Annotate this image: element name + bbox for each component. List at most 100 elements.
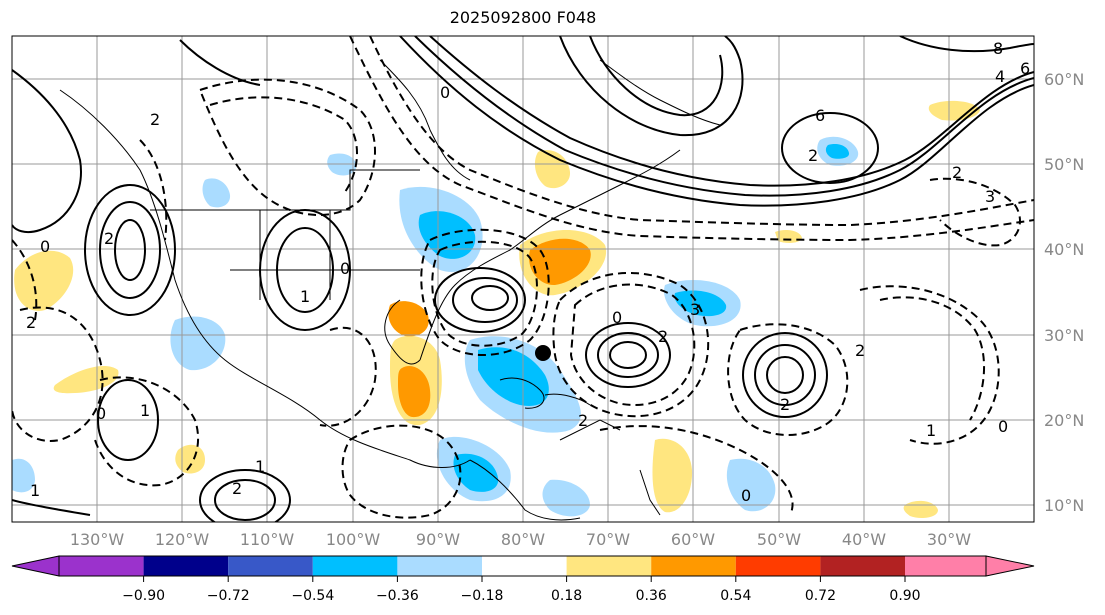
map-frame — [11, 35, 1035, 523]
contour-label: 0 — [612, 308, 622, 327]
positive-shading — [175, 444, 205, 474]
map-content: 8 6 4 6 2 0 2 3 2 0 2 1 0 2 3 0 1 2 2 0 … — [12, 36, 1034, 522]
lon-label: 50°W — [757, 530, 801, 549]
positive-shading — [529, 238, 591, 286]
colorbar-segment — [820, 556, 905, 576]
contour-label: 3 — [690, 300, 700, 319]
lat-label: 50°N — [1044, 155, 1084, 174]
storm-center-marker — [535, 345, 551, 361]
lon-label: 110°W — [240, 530, 295, 549]
positive-shading — [398, 366, 431, 418]
lat-label: 60°N — [1044, 70, 1084, 89]
colorbar-segment — [228, 556, 313, 576]
lon-label: 80°W — [501, 530, 545, 549]
dashed-contours — [12, 36, 1034, 519]
longitude-axis: 130°W 120°W 110°W 100°W 90°W 80°W 70°W 6… — [70, 530, 971, 549]
lat-label: 40°N — [1044, 240, 1084, 259]
lon-label: 40°W — [842, 530, 886, 549]
contour-labels: 8 6 4 6 2 0 2 3 2 0 2 1 0 2 3 0 1 2 2 0 … — [26, 39, 1030, 505]
colorbar-under-arrow — [11, 555, 60, 577]
contour-label: 0 — [96, 404, 106, 423]
negative-shading — [674, 290, 727, 317]
contour-label: 2 — [952, 163, 962, 182]
contour-label: 2 — [104, 229, 114, 248]
colorbar-tick-label: 0.72 — [805, 588, 836, 604]
contour-label: 2 — [232, 479, 242, 498]
contour-label: 2 — [578, 411, 588, 430]
contour-label: 1 — [926, 421, 936, 440]
colorbar-segment — [143, 556, 229, 576]
colorbar-segment — [397, 556, 482, 576]
negative-shading — [542, 479, 590, 517]
colorbar-segment — [735, 556, 821, 576]
contour-label: 2 — [150, 110, 160, 129]
colorbar-tick-label: 0.90 — [889, 588, 920, 604]
lon-label: 30°W — [927, 530, 971, 549]
contour-label: 0 — [741, 486, 751, 505]
colorbar-segment — [312, 556, 398, 576]
contour-label: 2 — [808, 146, 818, 165]
contour-label: 0 — [340, 259, 350, 278]
colorbar-segment — [482, 556, 567, 576]
contour-label: 2 — [26, 313, 36, 332]
colorbar-tick-label: 0.18 — [551, 588, 582, 604]
lon-label: 130°W — [70, 530, 125, 549]
colorbar: −0.90 −0.72 −0.54 −0.36 −0.18 0.18 0.36 … — [11, 555, 1035, 604]
colorbar-tick-label: 0.36 — [636, 588, 667, 604]
graticule — [12, 36, 1034, 522]
lon-label: 70°W — [586, 530, 630, 549]
solid-contours — [12, 36, 1034, 522]
contour-label: 0 — [440, 83, 450, 102]
latitude-axis: 60°N 50°N 40°N 30°N 20°N 10°N — [1044, 70, 1084, 515]
colorbar-tick-label: −0.36 — [376, 588, 419, 604]
contour-label: 1 — [140, 401, 150, 420]
colorbar-segment — [59, 556, 144, 576]
colorbar-tick-label: −0.72 — [207, 588, 250, 604]
shaded-fields — [12, 100, 980, 518]
contour-label: 1 — [255, 457, 265, 476]
contour-label: 6 — [1020, 59, 1030, 78]
contour-label: 1 — [30, 481, 40, 500]
colorbar-over-arrow — [985, 555, 1035, 577]
lon-label: 60°W — [671, 530, 715, 549]
contour-label: 4 — [995, 67, 1005, 86]
colorbar-ticks — [143, 576, 906, 582]
contour-label: 0 — [998, 417, 1008, 436]
plot-title: 2025092800 F048 — [449, 8, 597, 27]
colorbar-segment — [651, 556, 736, 576]
colorbar-frame — [58, 555, 987, 577]
colorbar-tick-label: 0.54 — [720, 588, 751, 604]
contour-label: 2 — [855, 341, 865, 360]
positive-shading — [652, 438, 693, 513]
colorbar-tick-label: −0.90 — [122, 588, 165, 604]
negative-shading — [170, 316, 226, 371]
contour-label: 3 — [985, 187, 995, 206]
positive-shading — [388, 301, 429, 337]
contour-label: 2 — [780, 395, 790, 414]
negative-shading — [202, 178, 231, 208]
negative-shading — [478, 347, 549, 406]
lat-label: 10°N — [1044, 496, 1084, 515]
contour-label: 1 — [300, 287, 310, 306]
colorbar-segment — [566, 556, 652, 576]
contour-label: 8 — [993, 39, 1003, 58]
positive-shading — [775, 230, 802, 243]
contour-label: 0 — [40, 237, 50, 256]
lon-label: 90°W — [416, 530, 460, 549]
lat-label: 30°N — [1044, 326, 1084, 345]
negative-shading — [12, 458, 35, 493]
lon-label: 100°W — [326, 530, 381, 549]
lon-label: 120°W — [155, 530, 210, 549]
negative-shading — [418, 211, 476, 259]
colorbar-segment — [905, 556, 986, 576]
contour-label: 2 — [658, 327, 668, 346]
colorbar-tick-label: −0.54 — [291, 588, 334, 604]
coastlines — [59, 59, 721, 521]
positive-shading — [928, 100, 980, 121]
colorbar-tick-label: −0.18 — [461, 588, 504, 604]
negative-shading — [825, 143, 850, 159]
lat-label: 20°N — [1044, 411, 1084, 430]
contour-label: 6 — [815, 106, 825, 125]
negative-shading — [726, 458, 776, 512]
